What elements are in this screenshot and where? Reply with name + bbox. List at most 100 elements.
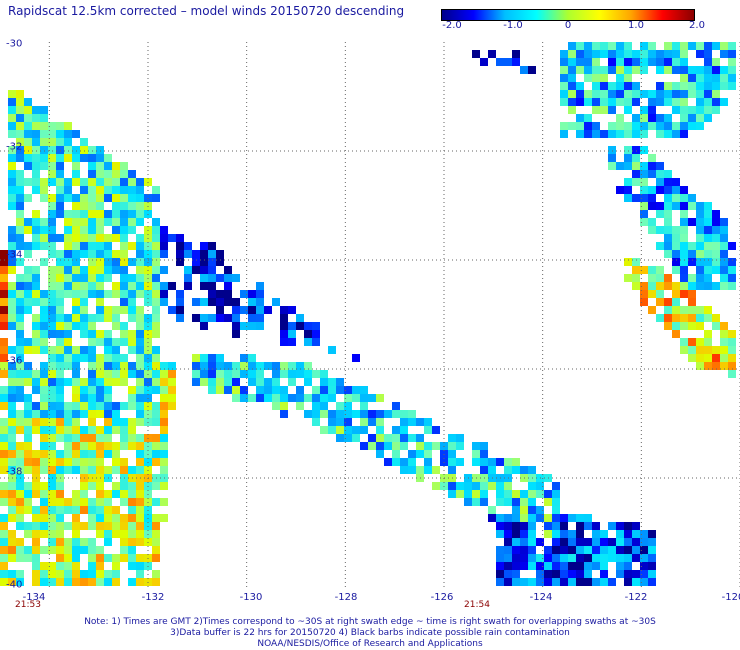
wind-cell bbox=[432, 442, 440, 450]
wind-cell bbox=[424, 418, 432, 426]
wind-cell bbox=[312, 330, 320, 338]
wind-cell bbox=[672, 266, 680, 274]
wind-cell bbox=[72, 418, 80, 426]
wind-cell bbox=[616, 554, 624, 562]
wind-cell bbox=[656, 290, 664, 298]
wind-cell bbox=[120, 378, 128, 386]
wind-cell bbox=[472, 458, 480, 466]
wind-cell bbox=[592, 106, 600, 114]
wind-cell bbox=[584, 570, 592, 578]
wind-cell bbox=[0, 394, 8, 402]
wind-cell bbox=[56, 346, 64, 354]
wind-cell bbox=[632, 530, 640, 538]
wind-cell bbox=[72, 506, 80, 514]
wind-cell bbox=[64, 546, 72, 554]
wind-cell bbox=[584, 130, 592, 138]
wind-cell bbox=[16, 146, 24, 154]
wind-cell bbox=[56, 506, 64, 514]
wind-cell bbox=[16, 234, 24, 242]
lon-label-120: -120 bbox=[721, 592, 740, 603]
wind-cell bbox=[120, 354, 128, 362]
wind-cell bbox=[128, 490, 136, 498]
wind-cell bbox=[120, 458, 128, 466]
wind-cell bbox=[80, 234, 88, 242]
wind-cell bbox=[32, 138, 40, 146]
wind-cell bbox=[16, 482, 24, 490]
wind-cell bbox=[112, 578, 120, 586]
wind-cell bbox=[648, 218, 656, 226]
wind-cell bbox=[40, 386, 48, 394]
wind-cell bbox=[8, 490, 16, 498]
wind-cell bbox=[8, 370, 16, 378]
wind-cell bbox=[48, 266, 56, 274]
wind-cell bbox=[32, 226, 40, 234]
wind-cell bbox=[728, 330, 736, 338]
wind-cell bbox=[368, 418, 376, 426]
wind-cell bbox=[544, 514, 552, 522]
wind-cell bbox=[120, 258, 128, 266]
wind-cell bbox=[104, 538, 112, 546]
wind-cell bbox=[88, 506, 96, 514]
wind-cell bbox=[704, 226, 712, 234]
wind-cell bbox=[136, 498, 144, 506]
wind-cell bbox=[704, 282, 712, 290]
wind-cell bbox=[56, 562, 64, 570]
wind-cell bbox=[56, 522, 64, 530]
wind-cell bbox=[600, 130, 608, 138]
wind-cell bbox=[720, 258, 728, 266]
wind-cell bbox=[80, 322, 88, 330]
swath-time-left: 21:53 bbox=[15, 600, 41, 610]
wind-cell bbox=[728, 282, 736, 290]
wind-cell bbox=[496, 546, 504, 554]
wind-cell bbox=[664, 218, 672, 226]
wind-cell bbox=[656, 130, 664, 138]
wind-cell bbox=[160, 234, 168, 242]
wind-cell bbox=[56, 210, 64, 218]
wind-cell bbox=[632, 570, 640, 578]
wind-cell bbox=[192, 266, 200, 274]
wind-cell bbox=[72, 410, 80, 418]
wind-cell bbox=[464, 490, 472, 498]
wind-cell bbox=[560, 578, 568, 586]
wind-cell bbox=[584, 98, 592, 106]
wind-cell bbox=[648, 578, 656, 586]
wind-cell bbox=[720, 362, 728, 370]
wind-cell bbox=[128, 522, 136, 530]
wind-cell bbox=[192, 354, 200, 362]
wind-cell bbox=[152, 402, 160, 410]
wind-cell bbox=[104, 234, 112, 242]
wind-cell bbox=[96, 218, 104, 226]
wind-cell bbox=[680, 114, 688, 122]
wind-cell bbox=[104, 210, 112, 218]
wind-cell bbox=[640, 202, 648, 210]
wind-cell bbox=[32, 538, 40, 546]
wind-cell bbox=[80, 218, 88, 226]
wind-cell bbox=[40, 146, 48, 154]
wind-cell bbox=[520, 562, 528, 570]
wind-cell bbox=[680, 242, 688, 250]
wind-cell bbox=[528, 490, 536, 498]
wind-cell bbox=[72, 394, 80, 402]
wind-cell bbox=[664, 186, 672, 194]
wind-cell bbox=[152, 322, 160, 330]
wind-cell bbox=[24, 418, 32, 426]
lat-label-38: -38 bbox=[6, 466, 23, 478]
wind-cell bbox=[88, 346, 96, 354]
wind-cell bbox=[104, 402, 112, 410]
wind-cell bbox=[608, 106, 616, 114]
wind-cell bbox=[168, 394, 176, 402]
wind-cell bbox=[32, 546, 40, 554]
wind-cell bbox=[480, 482, 488, 490]
wind-cell bbox=[160, 266, 168, 274]
wind-cell bbox=[64, 450, 72, 458]
wind-cell bbox=[72, 146, 80, 154]
wind-cell bbox=[208, 266, 216, 274]
wind-cell bbox=[640, 298, 648, 306]
wind-cell bbox=[632, 522, 640, 530]
wind-cell bbox=[136, 378, 144, 386]
wind-cell bbox=[88, 290, 96, 298]
wind-cell bbox=[648, 122, 656, 130]
wind-cell bbox=[8, 554, 16, 562]
wind-cell bbox=[632, 170, 640, 178]
wind-cell bbox=[696, 66, 704, 74]
